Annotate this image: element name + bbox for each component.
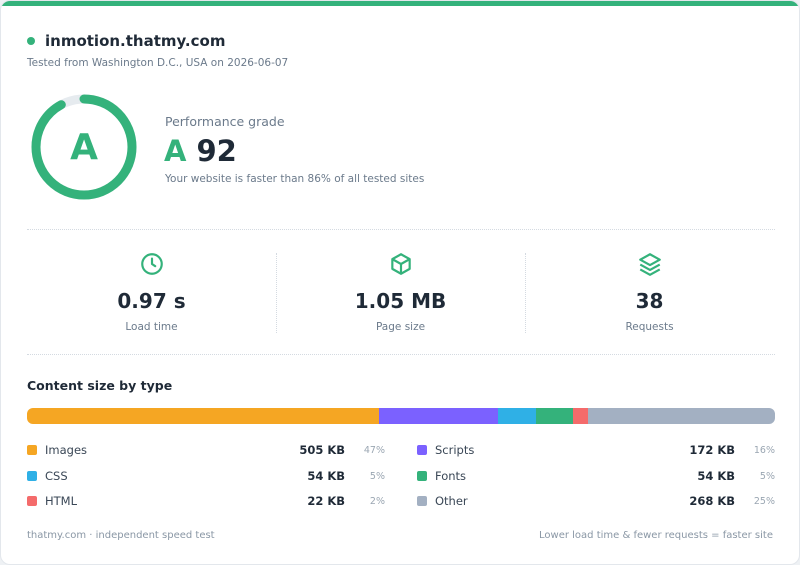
bar-segment-images xyxy=(27,408,379,424)
legend-percent: 16% xyxy=(753,444,775,456)
performance-number: 92 xyxy=(196,134,237,168)
legend-size: 505 KB xyxy=(299,443,345,457)
metric-separator xyxy=(276,253,277,333)
footer-brand: thatmy.com · independent speed test xyxy=(27,530,215,541)
metric-value: 0.97 s xyxy=(117,289,186,313)
metric-label: Load time xyxy=(125,321,178,333)
legend-name: HTML xyxy=(45,494,78,508)
legend-swatch xyxy=(27,496,37,506)
site-domain: inmotion.thatmy.com xyxy=(45,32,226,50)
gauge-grade-letter: A xyxy=(70,126,98,168)
metric-separator xyxy=(525,253,526,333)
metric-value: 38 xyxy=(635,289,664,313)
legend-item-html: HTML 22 KB 2% xyxy=(27,493,385,509)
metric-label: Page size xyxy=(375,321,426,333)
metric-load-time: 0.97 s Load time xyxy=(27,251,276,336)
performance-grade: A xyxy=(164,134,187,168)
legend-name: Scripts xyxy=(435,443,475,457)
legend-item-fonts: Fonts 54 KB 5% xyxy=(417,468,775,484)
legend-percent: 5% xyxy=(369,470,385,482)
legend-item-other: Other 268 KB 25% xyxy=(417,493,775,509)
legend-name: CSS xyxy=(45,469,68,483)
legend-swatch xyxy=(417,471,427,481)
legend-size: 172 KB xyxy=(689,443,735,457)
footer-hint: Lower load time & fewer requests = faste… xyxy=(539,530,773,541)
legend-name: Fonts xyxy=(435,469,467,483)
clock-icon xyxy=(140,253,163,275)
gauge-arc xyxy=(31,94,137,200)
bar-segment-css xyxy=(498,408,536,424)
accent-bar xyxy=(1,1,799,6)
legend-swatch xyxy=(417,496,427,506)
legend-percent: 2% xyxy=(369,495,385,507)
metric-value: 1.05 MB xyxy=(354,289,447,313)
grade-gauge xyxy=(31,94,137,200)
divider xyxy=(27,229,775,230)
legend-name: Images xyxy=(45,443,88,457)
layers-icon xyxy=(638,253,661,276)
bar-segment-html xyxy=(573,408,588,424)
box-icon xyxy=(390,253,411,275)
metric-label: Requests xyxy=(625,321,674,333)
content-size-bar xyxy=(27,408,775,424)
legend-percent: 25% xyxy=(753,495,775,507)
divider xyxy=(27,354,775,355)
performance-description: Your website is faster than 86% of all t… xyxy=(165,173,425,185)
legend-swatch xyxy=(27,445,37,455)
legend-size: 268 KB xyxy=(689,494,735,508)
status-dot xyxy=(27,37,35,45)
legend-percent: 5% xyxy=(759,470,775,482)
bar-segment-scripts xyxy=(378,408,499,424)
legend-size: 54 KB xyxy=(697,469,735,483)
performance-label: Performance grade xyxy=(165,114,285,129)
performance-score: A 92 xyxy=(164,134,237,168)
legend-item-images: Images 505 KB 47% xyxy=(27,442,385,458)
tested-info: Tested from Washington D.C., USA on 2026… xyxy=(27,57,289,69)
legend-size: 22 KB xyxy=(307,494,345,508)
legend-percent: 47% xyxy=(363,444,385,456)
legend-item-css: CSS 54 KB 5% xyxy=(27,468,385,484)
bar-segment-other xyxy=(587,408,775,424)
metric-requests: 38 Requests xyxy=(525,251,774,336)
metric-page-size: 1.05 MB Page size xyxy=(276,251,525,336)
bar-segment-fonts xyxy=(535,408,573,424)
content-size-title: Content size by type xyxy=(27,378,173,393)
site-header: inmotion.thatmy.com xyxy=(27,32,225,50)
legend-name: Other xyxy=(435,494,468,508)
legend-swatch xyxy=(27,471,37,481)
legend-size: 54 KB xyxy=(307,469,345,483)
legend-swatch xyxy=(417,445,427,455)
legend-item-scripts: Scripts 172 KB 16% xyxy=(417,442,775,458)
